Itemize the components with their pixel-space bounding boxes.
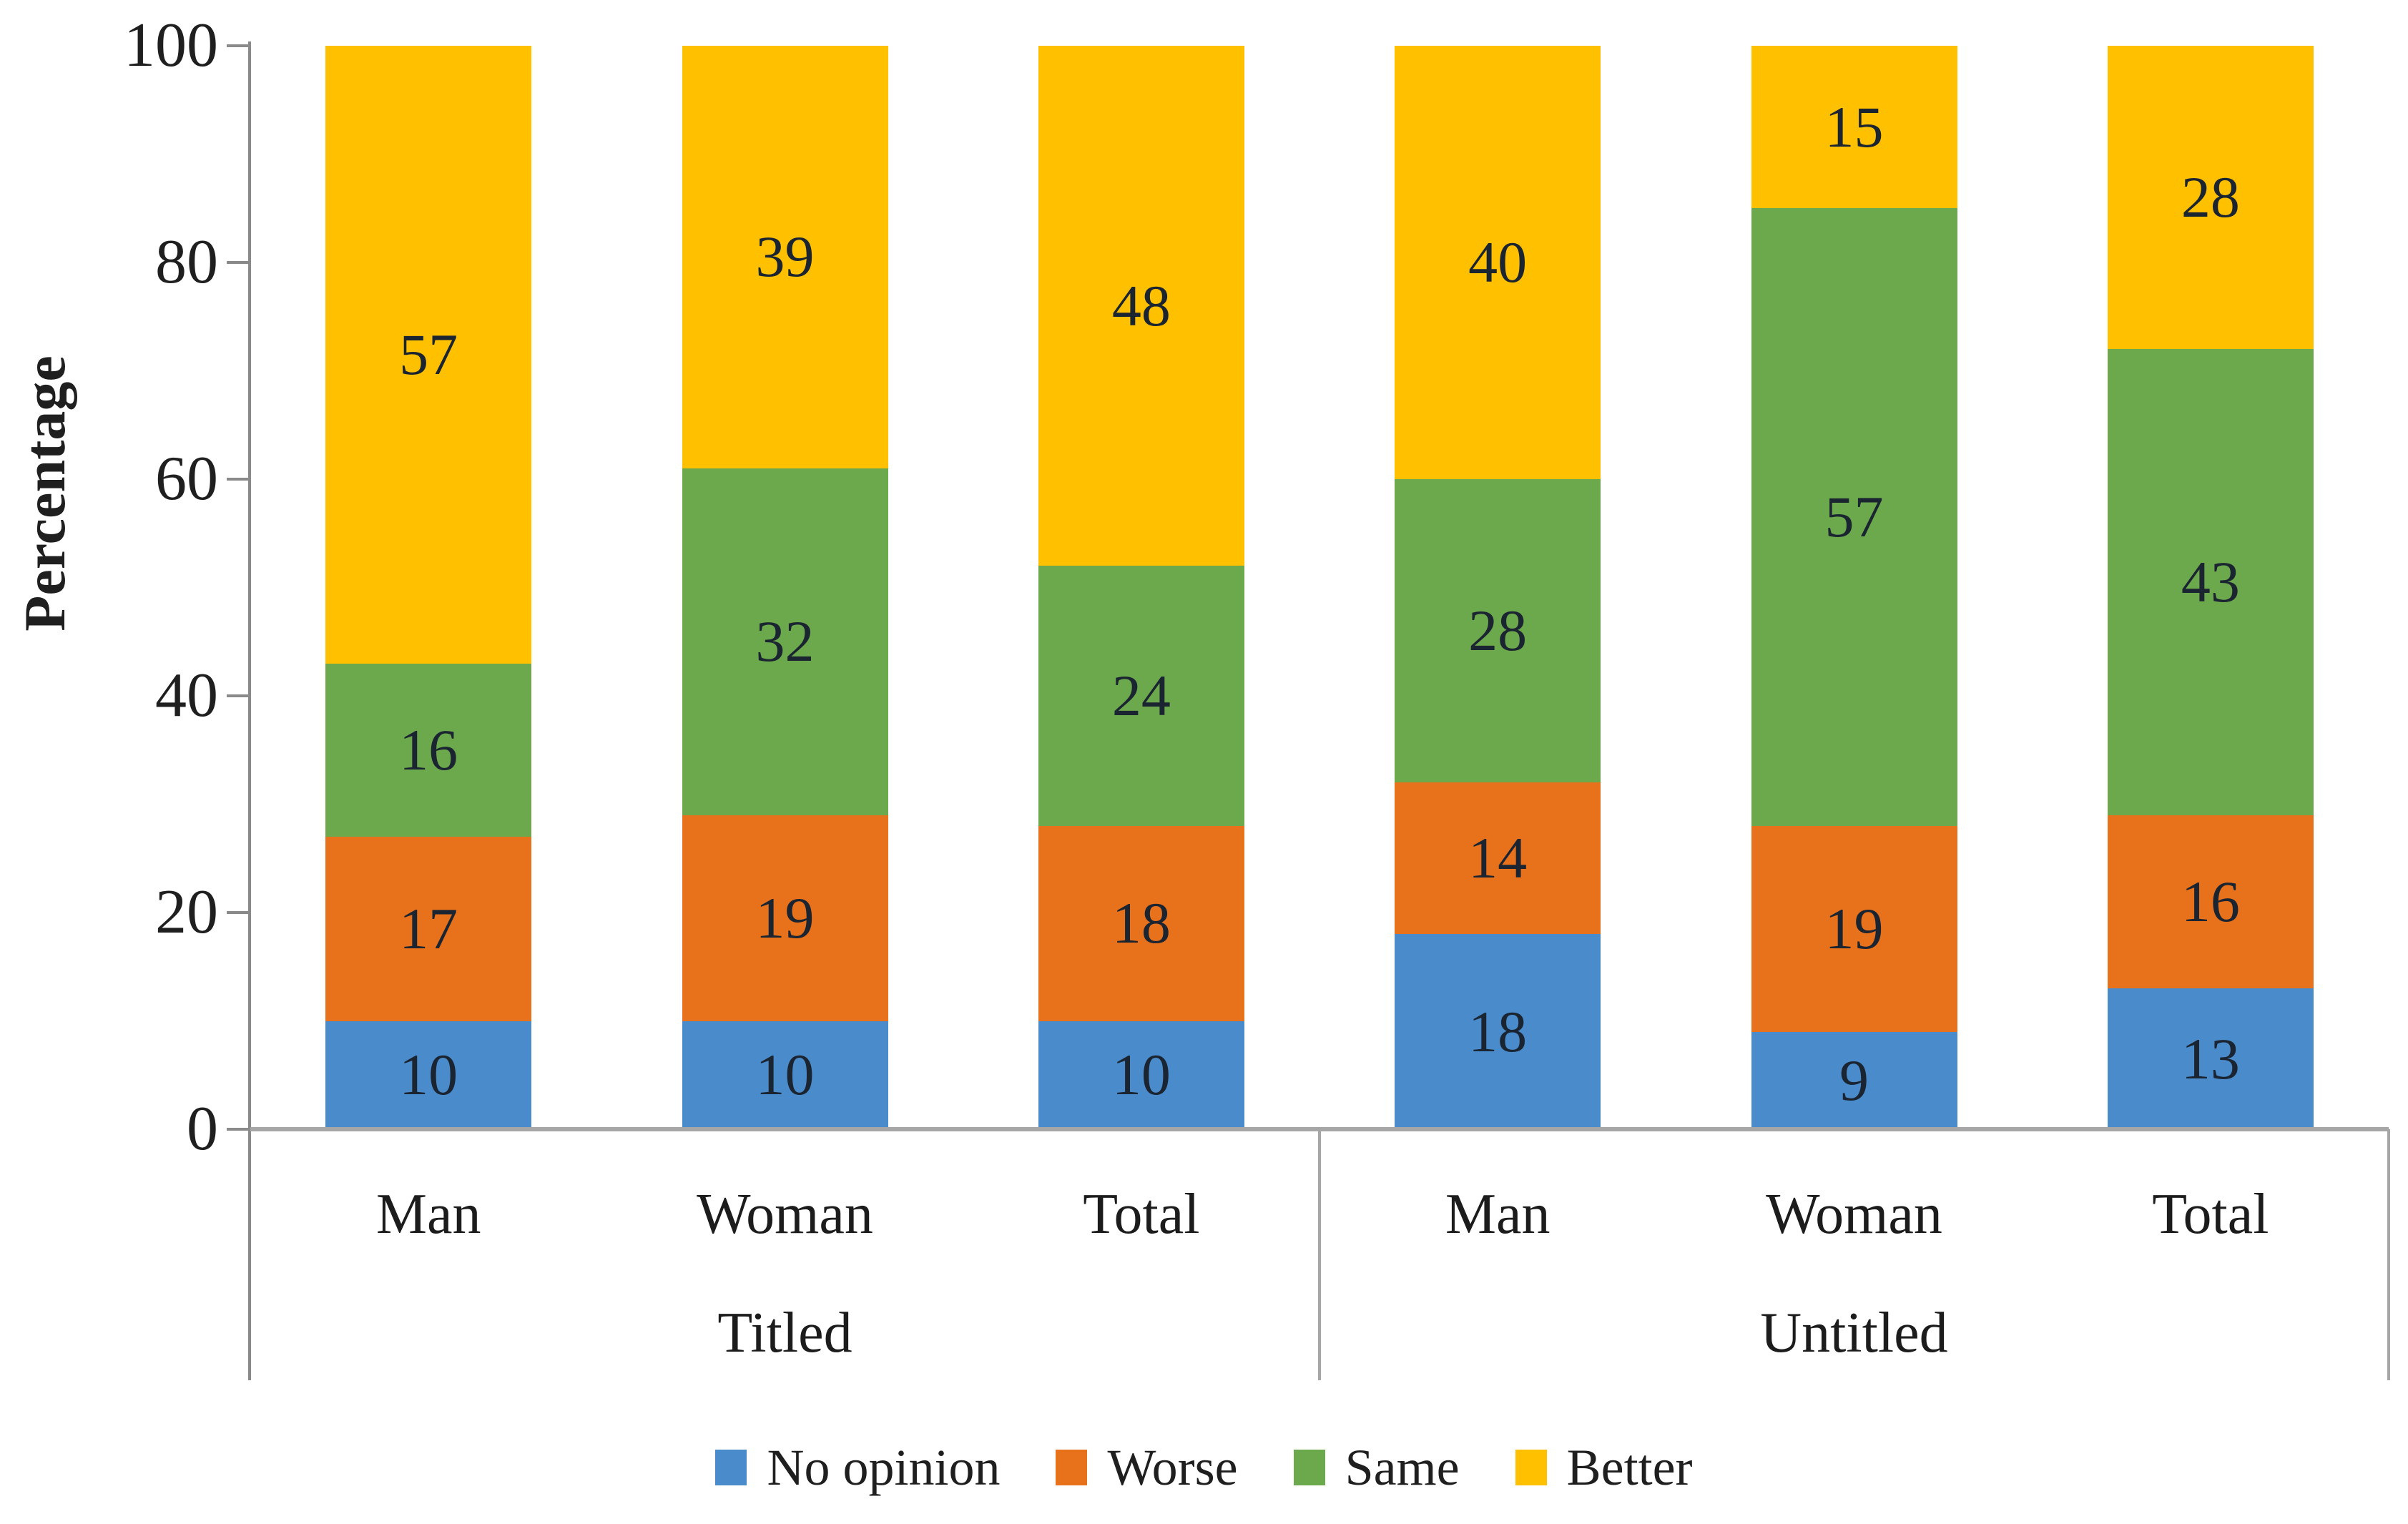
- segment-no-opinion: 10: [1038, 1021, 1244, 1129]
- y-tick-mark: [227, 261, 250, 264]
- segment-value-label: 43: [2181, 549, 2240, 614]
- y-tick-label: 80: [155, 227, 218, 297]
- segment-same: 32: [682, 468, 888, 815]
- category-label: Total: [2152, 1183, 2269, 1246]
- y-tick-mark: [227, 1128, 250, 1131]
- segment-value-label: 10: [399, 1042, 458, 1108]
- segment-no-opinion: 18: [1395, 934, 1601, 1129]
- segment-no-opinion: 13: [2107, 988, 2314, 1129]
- legend-swatch-icon: [715, 1450, 747, 1485]
- y-tick-label: 40: [155, 661, 218, 730]
- legend-item-no-opinion: No opinion: [715, 1442, 1000, 1493]
- segment-value-label: 10: [1111, 1042, 1171, 1108]
- category-label: Woman: [1766, 1183, 1942, 1246]
- legend-swatch-icon: [1515, 1450, 1547, 1485]
- bar-untitled-total: 13 16 43 28: [2107, 46, 2314, 1129]
- group-label-titled: Titled: [717, 1302, 852, 1365]
- segment-value-label: 10: [755, 1042, 815, 1108]
- segment-value-label: 39: [755, 224, 815, 290]
- y-tick-label: 20: [155, 877, 218, 947]
- segment-value-label: 18: [1468, 998, 1528, 1064]
- legend-item-worse: Worse: [1056, 1439, 1238, 1496]
- segment-same: 16: [325, 663, 532, 837]
- segment-better: 28: [2107, 46, 2314, 350]
- segment-better: 15: [1751, 46, 1957, 209]
- segment-value-label: 19: [755, 885, 815, 950]
- y-tick-mark: [227, 44, 250, 47]
- segment-better: 48: [1038, 46, 1244, 566]
- segment-worse: 17: [325, 836, 532, 1021]
- segment-value-label: 57: [399, 321, 458, 387]
- segment-better: 40: [1395, 46, 1601, 480]
- segment-value-label: 32: [755, 609, 815, 674]
- bar-untitled-woman: 9 19 57 15: [1751, 46, 1957, 1129]
- segment-value-label: 28: [1468, 598, 1528, 664]
- y-tick-mark: [227, 478, 250, 481]
- segment-value-label: 18: [1111, 890, 1171, 956]
- bar-titled-man: 10 17 16 57: [325, 46, 532, 1129]
- segment-value-label: 40: [1468, 230, 1528, 295]
- segment-no-opinion: 10: [325, 1021, 532, 1129]
- bar-untitled-man: 18 14 28 40: [1395, 46, 1601, 1129]
- y-tick-label: 0: [187, 1094, 218, 1164]
- category-label: Total: [1083, 1183, 1200, 1246]
- segment-value-label: 19: [1824, 895, 1884, 961]
- segment-worse: 14: [1395, 782, 1601, 935]
- segment-value-label: 16: [399, 717, 458, 782]
- bar-titled-total: 10 18 24 48: [1038, 46, 1244, 1129]
- category-label: Man: [1445, 1183, 1551, 1246]
- segment-worse: 19: [682, 815, 888, 1021]
- category-label: Woman: [697, 1183, 873, 1246]
- segment-same: 43: [2107, 349, 2314, 815]
- segment-value-label: 16: [2181, 868, 2240, 934]
- segment-same: 24: [1038, 566, 1244, 826]
- segment-value-label: 15: [1824, 94, 1884, 159]
- y-tick-mark: [227, 911, 250, 914]
- legend-label: Better: [1566, 1439, 1693, 1496]
- bar-titled-woman: 10 19 32 39: [682, 46, 888, 1129]
- legend-item-same: Same: [1293, 1439, 1460, 1496]
- segment-value-label: 57: [1824, 484, 1884, 550]
- legend: No opinion Worse Same Better: [0, 1432, 2408, 1503]
- segment-better: 39: [682, 46, 888, 468]
- segment-worse: 18: [1038, 825, 1244, 1021]
- category-label: Man: [375, 1183, 481, 1246]
- segment-same: 57: [1751, 208, 1957, 826]
- segment-worse: 19: [1751, 825, 1957, 1032]
- segment-value-label: 13: [2181, 1026, 2240, 1091]
- y-tick-label: 100: [124, 11, 218, 80]
- category-box-right-border: [2387, 1129, 2390, 1380]
- legend-label: Worse: [1107, 1439, 1238, 1496]
- segment-better: 57: [325, 46, 532, 664]
- legend-swatch-icon: [1056, 1450, 1088, 1485]
- group-divider-line: [1318, 1129, 1321, 1380]
- y-tick-mark: [227, 694, 250, 697]
- segment-same: 28: [1395, 479, 1601, 783]
- segment-value-label: 28: [2181, 164, 2240, 230]
- segment-value-label: 48: [1111, 272, 1171, 338]
- segment-value-label: 17: [399, 895, 458, 961]
- legend-label: Same: [1345, 1439, 1460, 1496]
- y-tick-label: 60: [155, 444, 218, 513]
- group-label-untitled: Untitled: [1760, 1302, 1948, 1365]
- segment-value-label: 14: [1468, 825, 1528, 891]
- segment-value-label: 24: [1111, 663, 1171, 729]
- y-axis-line: [248, 41, 251, 1380]
- segment-no-opinion: 10: [682, 1021, 888, 1129]
- segment-no-opinion: 9: [1751, 1031, 1957, 1129]
- legend-item-better: Better: [1515, 1442, 1693, 1493]
- legend-swatch-icon: [1293, 1450, 1325, 1485]
- legend-label: No opinion: [767, 1439, 1001, 1496]
- segment-worse: 16: [2107, 815, 2314, 989]
- segment-value-label: 9: [1839, 1047, 1869, 1113]
